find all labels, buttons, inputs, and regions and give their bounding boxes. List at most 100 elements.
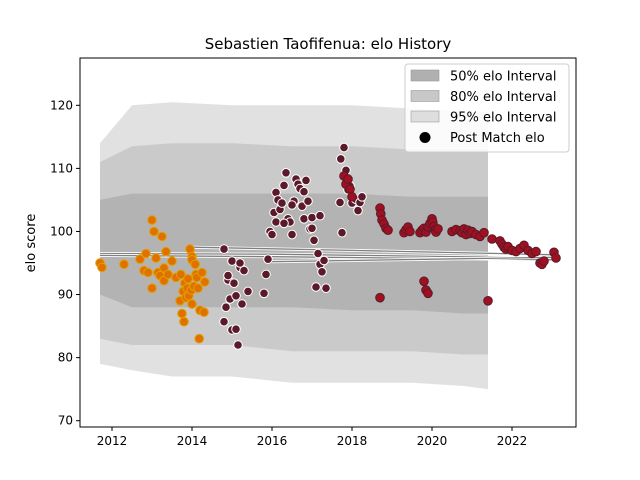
data-point <box>199 307 209 318</box>
data-point <box>339 142 349 153</box>
data-point <box>219 244 229 254</box>
legend-marker <box>419 132 431 143</box>
data-point <box>193 283 203 294</box>
data-point <box>287 200 297 210</box>
data-point <box>227 256 237 266</box>
data-point <box>147 215 157 225</box>
data-point <box>161 246 171 257</box>
data-point <box>219 316 229 327</box>
data-point <box>223 270 233 281</box>
legend-swatch <box>410 90 440 102</box>
data-point <box>279 180 289 191</box>
data-point <box>239 265 249 276</box>
data-point <box>343 174 353 184</box>
data-point <box>539 256 549 266</box>
data-point <box>299 214 309 224</box>
data-point <box>531 246 541 257</box>
data-point <box>149 226 159 237</box>
data-point <box>281 168 291 178</box>
data-point <box>313 248 323 259</box>
legend-frame <box>404 63 570 153</box>
data-point <box>163 269 173 280</box>
data-point <box>190 259 200 270</box>
data-point <box>194 333 204 344</box>
data-point <box>299 186 309 197</box>
data-point <box>135 254 145 265</box>
data-point <box>433 224 443 234</box>
data-point <box>177 308 187 319</box>
chart-title: Sebastien Taofifenua: elo History <box>205 35 452 53</box>
data-point <box>336 154 346 164</box>
data-point <box>335 197 345 208</box>
data-point <box>423 288 433 299</box>
y-tick-label: 100 <box>50 224 73 238</box>
data-point <box>307 212 317 223</box>
data-point <box>479 227 489 238</box>
data-point <box>179 316 189 327</box>
data-point <box>229 278 239 289</box>
x-tick-label: 2020 <box>417 434 448 448</box>
legend-swatch <box>410 69 440 82</box>
legend-swatch <box>410 110 440 123</box>
y-axis-label: elo score <box>24 214 39 273</box>
y-tick-label: 90 <box>58 288 73 302</box>
y-tick-label: 120 <box>50 98 73 112</box>
legend-label: Post Match elo <box>450 131 545 146</box>
data-point <box>261 269 271 280</box>
data-point <box>183 274 193 284</box>
data-point <box>187 299 197 309</box>
data-point <box>197 267 207 278</box>
data-point <box>176 269 186 280</box>
data-point <box>383 225 393 235</box>
legend-label: 50% elo Interval <box>450 70 557 85</box>
data-point <box>279 218 289 229</box>
data-point <box>259 288 269 299</box>
data-point <box>151 253 161 263</box>
y-tick-label: 80 <box>58 351 73 365</box>
data-point <box>263 254 273 265</box>
mean-line-2 <box>191 246 557 256</box>
data-point <box>157 231 167 242</box>
data-point <box>301 175 311 186</box>
data-point <box>141 248 151 259</box>
x-tick-label: 2016 <box>257 434 288 448</box>
legend-label: 80% elo Interval <box>450 90 557 105</box>
data-point <box>267 229 277 240</box>
y-tick-label: 70 <box>58 414 73 428</box>
x-axis: 2012 2014 2016 2018 2020 2022 <box>97 427 528 448</box>
data-point <box>317 267 327 277</box>
data-point <box>271 217 281 227</box>
x-tick-label: 2014 <box>177 434 208 448</box>
data-point <box>321 283 331 294</box>
data-point <box>143 267 153 278</box>
data-point <box>221 302 231 313</box>
data-point <box>303 196 313 206</box>
data-point <box>347 192 357 202</box>
data-point <box>353 205 363 216</box>
data-point <box>315 210 325 221</box>
data-point <box>307 223 317 234</box>
plot-frame <box>79 57 577 428</box>
data-point <box>487 234 497 244</box>
x-tick-label: 2022 <box>497 434 528 448</box>
data-point <box>287 229 297 240</box>
data-point <box>97 262 107 273</box>
data-point <box>237 299 247 309</box>
data-point <box>311 282 321 292</box>
data-point <box>375 292 385 303</box>
post-match-points <box>95 142 561 350</box>
data-point <box>119 259 129 270</box>
data-point <box>231 324 241 335</box>
data-point <box>277 198 287 208</box>
data-point <box>419 276 429 287</box>
data-point <box>337 227 347 238</box>
data-point <box>200 277 210 287</box>
data-point <box>233 340 243 350</box>
x-tick-label: 2012 <box>97 434 128 448</box>
y-axis: 70 80 90 100 110 120 <box>50 98 80 428</box>
data-point <box>551 253 561 263</box>
data-point <box>309 235 319 246</box>
data-point <box>405 226 415 237</box>
data-point <box>235 258 245 268</box>
